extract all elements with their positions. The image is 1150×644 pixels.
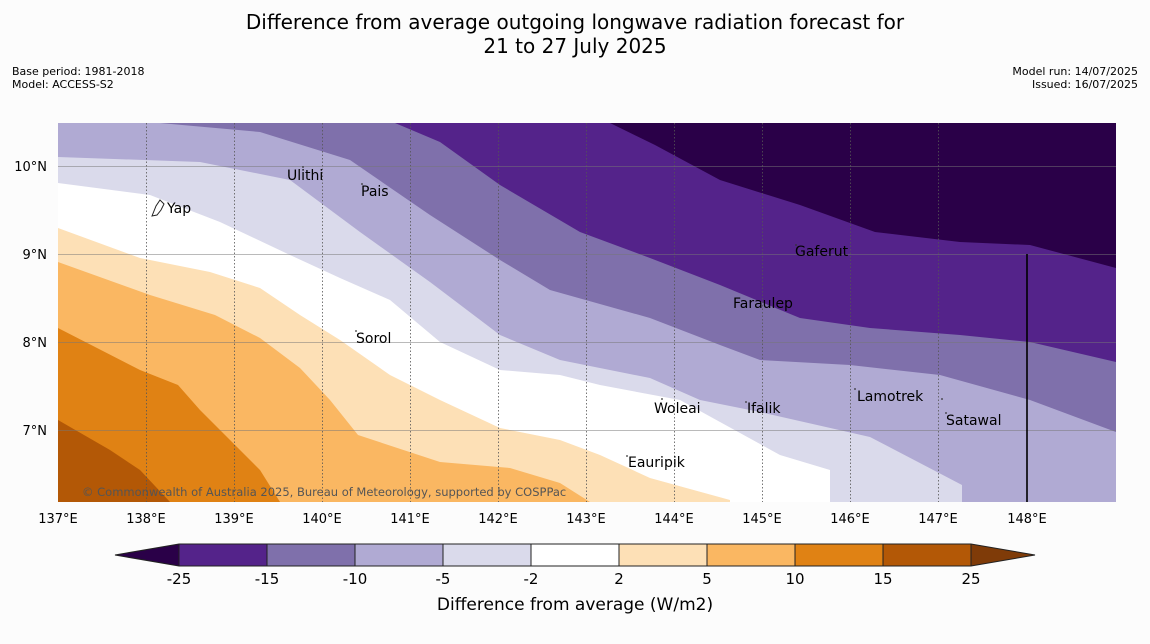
lon-tick-label: 139°E (214, 512, 254, 527)
gridlines (146, 123, 939, 502)
island-label: Faraulep (733, 296, 793, 312)
colorbar-tick-label: 2 (614, 570, 624, 588)
lon-tick-label: 148°E (1007, 512, 1047, 527)
colorbar-tick-label: -15 (255, 570, 280, 588)
colorbar-segment (531, 544, 619, 566)
colorbar-ticks: -25 -15 -10 -5 -2 2 5 10 15 25 (167, 570, 981, 588)
copyright-text: © Commonwealth of Australia 2025, Bureau… (82, 485, 566, 499)
lon-tick-label: 137°E (38, 512, 78, 527)
title-line-2: 21 to 27 July 2025 (483, 34, 667, 58)
colorbar-tick-label: 25 (961, 570, 980, 588)
colorbar (114, 543, 1036, 567)
island-label: Pais (361, 184, 389, 200)
issued-text: Issued: 16/07/2025 (1031, 78, 1138, 91)
lon-tick-label: 141°E (390, 512, 430, 527)
island-dots (302, 166, 947, 457)
colorbar-title: Difference from average (W/m2) (437, 595, 713, 615)
title-line-1: Difference from average outgoing longwav… (245, 10, 905, 34)
colorbar-segment (707, 544, 795, 566)
lon-tick-label: 138°E (126, 512, 166, 527)
colorbar-tick-label: -2 (524, 570, 539, 588)
island-label: Lamotrek (857, 389, 924, 405)
lat-gridlines (58, 166, 1116, 431)
contour-field (58, 123, 1116, 502)
colorbar-tick-label: 15 (873, 570, 892, 588)
island-label: Woleai (654, 401, 701, 417)
run-info: Model run: 14/07/2025 Issued: 16/07/2025 (1012, 65, 1138, 91)
island-labels: Ulithi Pais Yap Gaferut Faraulep Sorol L… (166, 168, 1001, 471)
colorbar-segment (795, 544, 883, 566)
lon-tick-label: 140°E (302, 512, 342, 527)
base-period-text: Base period: 1981-2018 (12, 65, 145, 78)
base-info: Base period: 1981-2018 Model: ACCESS-S2 (12, 65, 144, 91)
band-15-25 (58, 420, 170, 502)
lat-tick-label: 8°N (23, 336, 48, 351)
island-label: Satawal (946, 413, 1001, 429)
lon-tick-label: 142°E (478, 512, 518, 527)
lon-tick-label: 146°E (830, 512, 870, 527)
model-run-text: Model run: 14/07/2025 (1012, 65, 1138, 78)
island-label: Ifalik (747, 401, 781, 417)
colorbar-tick-label: -10 (343, 570, 368, 588)
island-label: Eauripik (628, 455, 686, 471)
colorbar-high-extend (971, 544, 1035, 566)
lon-tick-label: 143°E (566, 512, 606, 527)
lat-axis: 10°N 9°N 8°N 7°N (14, 160, 47, 439)
lat-tick-label: 10°N (14, 160, 47, 175)
colorbar-segment (443, 544, 531, 566)
colorbar-tick-label: -25 (167, 570, 192, 588)
colorbar-tick-label: 5 (702, 570, 712, 588)
island-label: Gaferut (795, 244, 849, 260)
colorbar-tick-label: -5 (436, 570, 451, 588)
colorbar-segment (179, 544, 267, 566)
colorbar-tick-label: 10 (785, 570, 804, 588)
lon-tick-label: 145°E (742, 512, 782, 527)
colorbar-dividers (178, 544, 972, 566)
model-text: Model: ACCESS-S2 (12, 78, 114, 91)
island-label: Yap (166, 201, 191, 217)
colorbar-segment (883, 544, 971, 566)
lon-tick-label: 147°E (918, 512, 958, 527)
colorbar-segment (619, 544, 707, 566)
island-label: Ulithi (287, 168, 323, 184)
colorbar-segment (267, 544, 355, 566)
yap-island-shape (151, 199, 165, 217)
colorbar-segment (355, 544, 443, 566)
lat-tick-label: 7°N (23, 424, 48, 439)
lon-tick-label: 144°E (654, 512, 694, 527)
lat-tick-label: 9°N (23, 248, 48, 263)
map-title: Difference from average outgoing longwav… (0, 10, 1150, 58)
colorbar-low-extend (115, 544, 179, 566)
island-label: Sorol (356, 331, 391, 347)
lon-axis: 137°E 138°E 139°E 140°E 141°E 142°E 143°… (38, 512, 1047, 527)
